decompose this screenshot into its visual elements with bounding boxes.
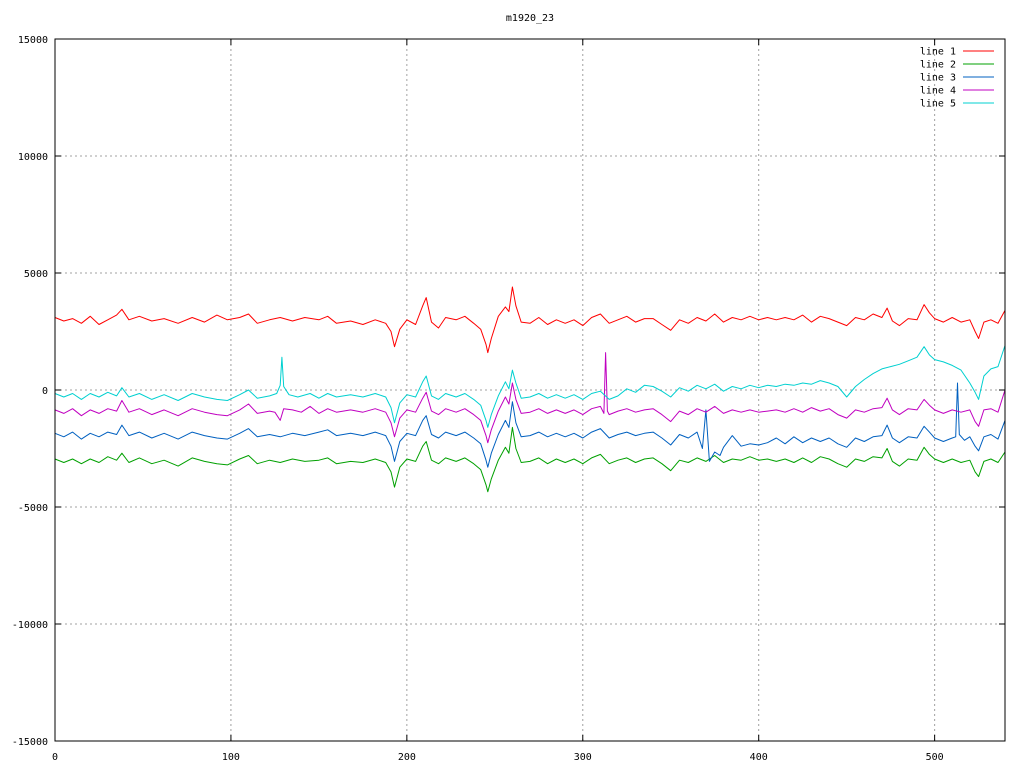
- y-tick-label: -10000: [12, 620, 48, 631]
- series-line-3: [54, 382, 1006, 468]
- series-line-1: [54, 286, 1006, 354]
- x-tick-label: 500: [926, 752, 944, 763]
- series-line-4: [54, 352, 1006, 444]
- x-tick-label: 100: [222, 752, 240, 763]
- grid-lines: [55, 39, 1005, 741]
- legend-label: line 2: [920, 60, 956, 71]
- y-tick-label: 10000: [18, 152, 48, 163]
- legend-label: line 1: [920, 47, 956, 58]
- axis-ticks: 0 100 200 300 400 500 -15000 -10000 -5000 0 5000 10…: [12, 35, 1005, 763]
- chart-title: m1920_23: [506, 13, 554, 24]
- x-tick-label: 200: [398, 752, 416, 763]
- y-tick-label: -15000: [12, 737, 48, 748]
- x-tick-label: 400: [750, 752, 768, 763]
- series-line-2: [54, 426, 1006, 493]
- y-tick-label: 15000: [18, 35, 48, 46]
- legend-label: line 3: [920, 73, 956, 84]
- series-layer: [54, 286, 1006, 493]
- y-tick-label: 5000: [24, 269, 48, 280]
- y-tick-label: -5000: [18, 503, 48, 514]
- series-line-5: [54, 345, 1006, 428]
- legend-label: line 5: [920, 99, 956, 110]
- legend-label: line 4: [920, 86, 956, 97]
- x-tick-label: 300: [574, 752, 592, 763]
- x-tick-label: 0: [52, 752, 58, 763]
- y-tick-label: 0: [42, 386, 48, 397]
- legend: line 1 line 2 line 3 line 4 line 5: [920, 47, 994, 110]
